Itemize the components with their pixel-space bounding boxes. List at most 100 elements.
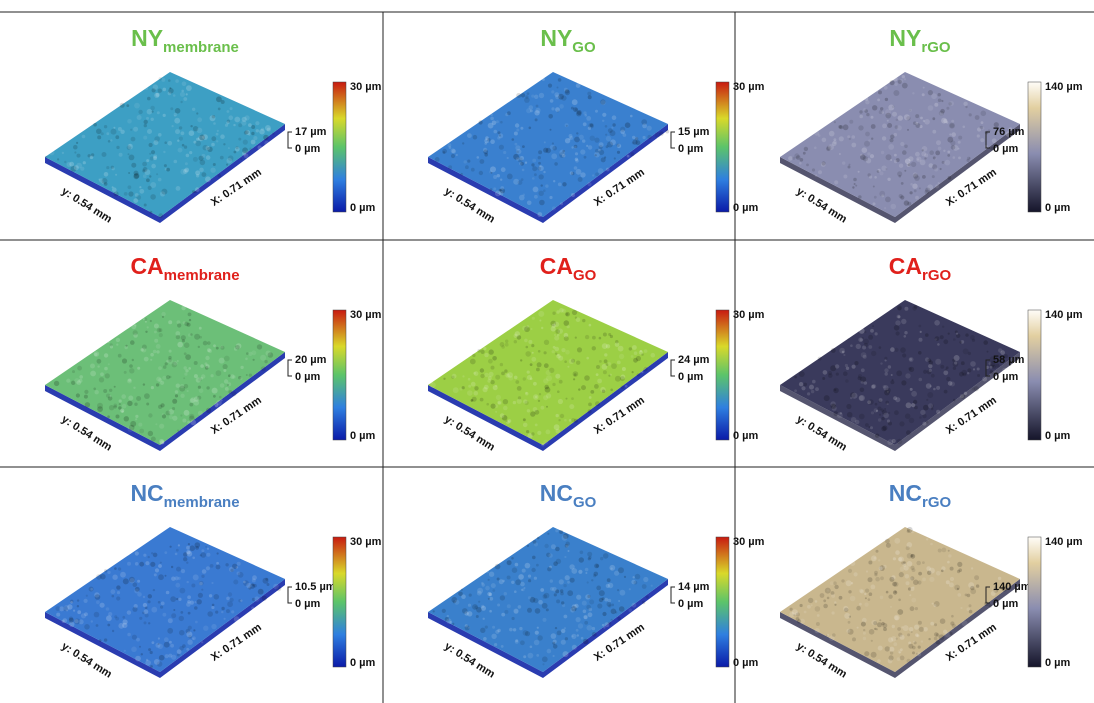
surface-texture: [594, 384, 599, 389]
surface-texture: [206, 553, 210, 557]
surface-texture: [468, 378, 471, 381]
surface-texture: [497, 629, 500, 632]
surface-texture: [585, 594, 590, 599]
title-subscript: GO: [572, 39, 596, 56]
surface-texture: [187, 323, 191, 327]
surface-texture: [630, 115, 633, 118]
surface-texture: [180, 414, 182, 416]
surface-texture: [218, 108, 221, 111]
title-base: CA: [540, 253, 573, 279]
surface-texture: [164, 642, 170, 648]
surface-texture: [918, 351, 922, 355]
surface-texture: [860, 338, 863, 341]
surface-texture: [164, 551, 167, 554]
surface-texture: [907, 659, 911, 663]
surface-texture: [926, 538, 928, 540]
surface-texture: [903, 561, 906, 564]
surface-texture: [151, 150, 155, 154]
surface-texture: [533, 540, 537, 544]
panel: CAGO24 µm0 µm30 µm0 µmy: 0.54 mmX: 0.71 …: [428, 253, 765, 454]
surface-texture: [527, 608, 532, 613]
title-subscript: rGO: [922, 494, 952, 511]
surface-texture: [169, 415, 173, 419]
surface-texture: [527, 375, 532, 380]
surface-texture: [578, 570, 582, 574]
surface-texture: [460, 387, 463, 390]
surface-texture: [864, 331, 866, 333]
surface-texture: [879, 191, 885, 197]
surface-texture: [147, 97, 151, 101]
surface-texture: [545, 184, 548, 187]
surface-texture: [536, 368, 540, 372]
surface-texture: [899, 557, 904, 562]
surface-texture: [852, 393, 858, 399]
surface-texture: [924, 157, 926, 159]
surface-texture: [886, 543, 891, 548]
surface-texture: [803, 152, 806, 155]
surface-texture: [150, 182, 156, 188]
surface-texture: [940, 335, 944, 339]
surface-texture: [491, 404, 496, 409]
surface-texture: [174, 118, 180, 124]
height-min: 0 µm: [295, 371, 321, 383]
surface-texture: [935, 184, 939, 188]
surface-texture: [951, 120, 954, 123]
colorbar-max: 30 µm: [350, 81, 382, 93]
surface-texture: [122, 358, 127, 363]
surface-texture: [588, 612, 593, 617]
surface-texture: [863, 637, 866, 640]
surface-texture: [497, 578, 500, 581]
surface-texture: [139, 429, 144, 434]
surface-texture: [890, 347, 895, 352]
surface-texture: [808, 598, 813, 603]
surface-texture: [587, 182, 591, 186]
surface-texture: [526, 346, 529, 349]
surface-texture: [570, 171, 573, 174]
surface-texture: [864, 381, 868, 385]
panel: CAmembrane20 µm0 µm30 µm0 µmy: 0.54 mmX:…: [45, 253, 382, 454]
surface-texture: [834, 138, 837, 141]
surface-texture: [186, 562, 188, 564]
surface-texture: [874, 628, 876, 630]
surface-texture: [632, 603, 637, 608]
surface-texture: [882, 136, 886, 140]
surface-texture: [493, 175, 497, 179]
surface-texture: [614, 157, 616, 159]
surface-texture: [137, 115, 142, 120]
surface-texture: [880, 576, 884, 580]
surface-texture: [220, 156, 224, 160]
surface-texture: [150, 562, 155, 567]
surface-texture: [989, 604, 992, 607]
surface-texture: [141, 653, 143, 655]
surface-texture: [885, 197, 891, 203]
surface-texture: [612, 115, 617, 120]
surface-texture: [180, 394, 184, 398]
surface-texture: [609, 565, 615, 571]
surface-texture: [951, 132, 956, 137]
surface-texture: [914, 175, 920, 181]
surface-texture: [898, 315, 901, 318]
surface-texture: [532, 317, 535, 320]
surface-texture: [180, 101, 182, 103]
surface-texture: [112, 186, 114, 188]
surface-texture: [532, 166, 537, 171]
surface-texture: [959, 341, 962, 344]
surface-texture: [168, 320, 172, 324]
surface-texture: [852, 365, 856, 369]
surface-texture: [103, 389, 107, 393]
surface-texture: [533, 382, 537, 386]
surface-texture: [977, 374, 980, 377]
surface-texture: [905, 413, 911, 419]
surface-texture: [194, 601, 196, 603]
surface-texture: [142, 162, 147, 167]
surface-texture: [894, 538, 900, 544]
surface-texture: [897, 439, 903, 445]
surface-texture: [183, 169, 188, 174]
panel: NCrGO140 µm0 µm140 µm0 µmy: 0.54 mmX: 0.…: [780, 480, 1083, 681]
surface-texture: [174, 160, 178, 164]
surface-texture: [557, 354, 559, 356]
surface-texture: [832, 611, 835, 614]
surface-texture: [108, 363, 110, 365]
surface-texture: [477, 349, 481, 353]
surface-texture: [198, 346, 200, 348]
